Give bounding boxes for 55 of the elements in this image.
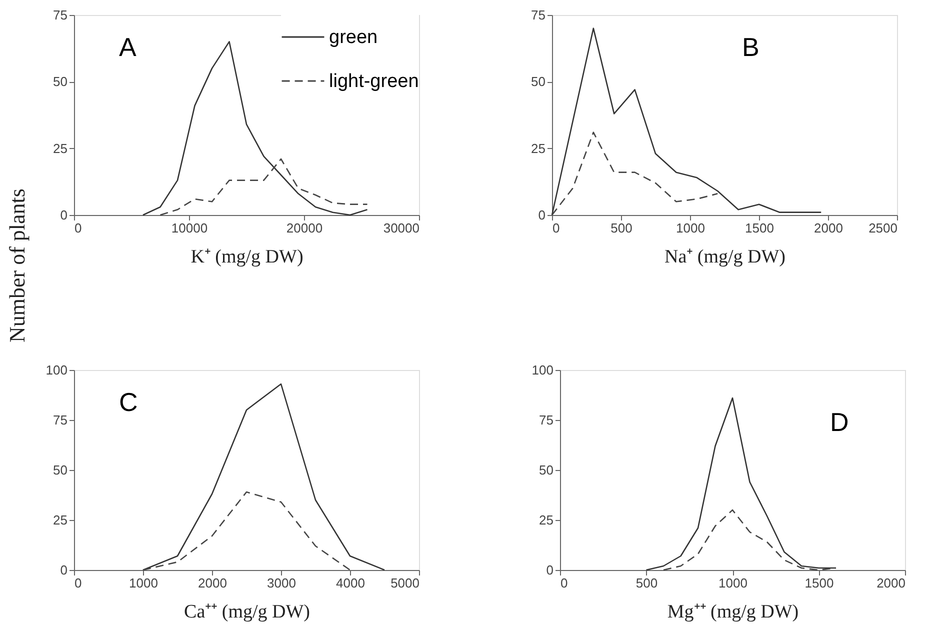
x-tick-label: 0 (74, 576, 82, 590)
legend-label: light-green (329, 71, 419, 92)
annotation: C (119, 387, 138, 417)
x-tick-label: 30000 (383, 220, 420, 236)
y-tick-label: 50 (531, 74, 546, 90)
y-tick-label: 50 (53, 74, 68, 90)
y-tick-label: 25 (53, 140, 68, 156)
x-tick-label: 1500 (804, 576, 834, 590)
line-series (142, 383, 386, 571)
y-tick-label: 0 (60, 562, 68, 578)
annotation: B (742, 32, 760, 62)
x-tick-label: 3000 (267, 576, 296, 590)
y-tick-label: 50 (53, 462, 68, 478)
y-tick-label: 75 (53, 8, 68, 22)
y-tick-label: 25 (53, 512, 68, 528)
y-tick-label: 100 (46, 362, 68, 378)
x-tick-label: 500 (636, 576, 658, 590)
x-axis-title: Na⁺ (mg/g DW) (664, 246, 786, 268)
x-tick-label: 1000 (718, 576, 748, 590)
x-axis-title: Ca⁺⁺ (mg/g DW) (184, 602, 310, 622)
x-tick-label: 2000 (876, 576, 906, 590)
x-tick-label: 1500 (745, 220, 774, 236)
line-series (551, 28, 822, 216)
annotation: A (119, 32, 137, 62)
y-tick-label: 75 (539, 412, 554, 428)
y-tick-label: 25 (531, 140, 546, 156)
x-tick-label: 2000 (814, 220, 843, 236)
x-tick-label: 4000 (336, 576, 365, 590)
x-tick-label: 1000 (676, 220, 705, 236)
y-tick-label: 25 (539, 512, 554, 528)
x-tick-label: 10000 (171, 220, 208, 236)
line-series (551, 132, 718, 216)
line-series (662, 509, 837, 571)
y-tick-label: 75 (53, 412, 68, 428)
x-tick-label: 0 (560, 576, 568, 590)
x-axis-title: K⁺ (mg/g DW) (190, 246, 304, 268)
x-tick-label: 0 (74, 220, 82, 236)
y-tick-label: 50 (539, 462, 554, 478)
legend-label: green (329, 27, 378, 48)
y-tick-label: 100 (532, 362, 554, 378)
x-tick-label: 500 (610, 220, 632, 236)
x-tick-label: 2000 (198, 576, 227, 590)
x-tick-label: 5000 (390, 576, 420, 590)
annotation: D (830, 407, 849, 437)
y-axis-title: Number of plants (4, 188, 30, 342)
x-tick-label: 2500 (868, 220, 898, 236)
y-tick-label: 0 (60, 208, 68, 222)
y-tick-label: 0 (546, 562, 554, 578)
line-series (160, 158, 368, 216)
x-tick-label: 20000 (286, 220, 323, 236)
line-series (142, 491, 351, 571)
y-tick-label: 75 (531, 8, 546, 22)
x-tick-label: 1000 (129, 576, 158, 590)
y-tick-label: 0 (538, 208, 546, 222)
x-axis-title: Mg⁺⁺ (mg/g DW) (667, 602, 799, 622)
